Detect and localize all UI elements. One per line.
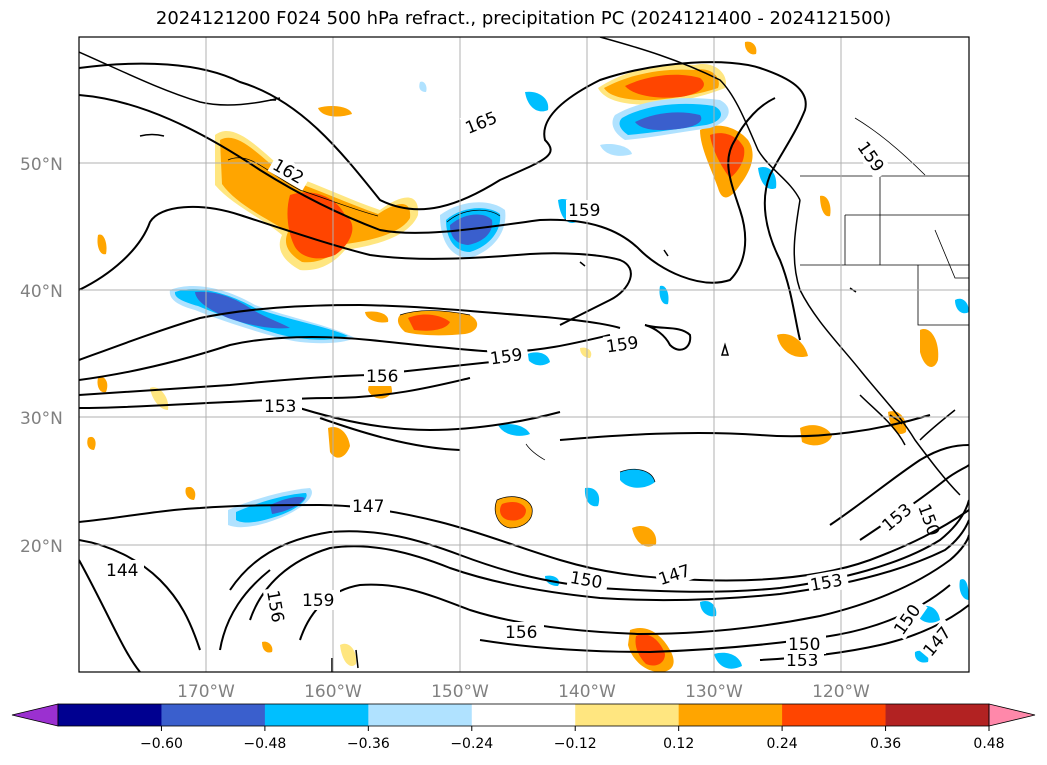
colorbar-swatch <box>264 704 369 726</box>
lon-label: 160°W <box>304 682 362 702</box>
contour-label: 144 <box>106 561 138 581</box>
colorbar-swatch <box>885 704 990 726</box>
colorbar-tick-label: −0.36 <box>347 736 390 752</box>
colorbar-swatch <box>471 704 576 726</box>
contour-label-group: 165 162 159 159 159 159 156 156 156 153 … <box>104 103 959 671</box>
colorbar-swatch <box>782 704 887 726</box>
lon-label: 140°W <box>558 682 616 702</box>
contour-label: 150 <box>788 635 820 655</box>
colorbar-swatch <box>575 704 680 726</box>
map-frame <box>78 36 970 673</box>
colorbar-extend-high <box>988 703 1036 727</box>
contour-lines <box>79 61 969 672</box>
lat-label: 20°N <box>20 537 63 557</box>
precip-positive-areas <box>87 41 939 672</box>
contour-label: 159 <box>605 333 640 357</box>
colorbar-tick-label: −0.48 <box>243 736 286 752</box>
contour-label: 153 <box>264 397 296 417</box>
lat-label: 30°N <box>20 409 63 429</box>
precip-outlines <box>227 157 656 529</box>
colorbar-tick-label: 0.12 <box>663 736 694 752</box>
lon-label: 120°W <box>812 682 870 702</box>
colorbar-swatch <box>368 704 473 726</box>
precip-negative-areas <box>169 81 969 669</box>
colorbar-tick-label: 0.36 <box>870 736 901 752</box>
contour-label: 153 <box>786 651 818 671</box>
colorbar-extend-low <box>11 703 59 727</box>
gridlines <box>79 37 969 672</box>
colorbar: −0.60 −0.48 −0.36 −0.24 −0.12 0.12 0.24 0.36 0.4… <box>11 703 1036 752</box>
colorbar-tick-label: −0.60 <box>140 736 183 752</box>
colorbar-tick-label: 0.48 <box>973 736 1004 752</box>
lon-label: 150°W <box>431 682 489 702</box>
colorbar-outline <box>57 703 990 727</box>
lon-label: 130°W <box>685 682 743 702</box>
coastlines <box>79 37 961 672</box>
contour-label: 147 <box>352 497 384 517</box>
contour-label: 156 <box>505 623 537 643</box>
colorbar-swatch <box>58 704 162 726</box>
latitude-labels: 50°N 40°N 30°N 20°N <box>20 155 63 557</box>
map-title: 2024121200 F024 500 hPa refract., precip… <box>155 8 892 29</box>
colorbar-swatch <box>161 704 266 726</box>
colorbar-swatch <box>678 704 783 726</box>
political-borders <box>800 117 969 326</box>
contour-label: 159 <box>568 201 600 221</box>
contour-label: 159 <box>489 345 524 369</box>
contour-label: 159 <box>302 591 334 611</box>
lat-label: 40°N <box>20 282 63 302</box>
colorbar-tick-label: 0.24 <box>767 736 798 752</box>
contour-label: 156 <box>366 367 398 387</box>
colorbar-tick-label: −0.12 <box>554 736 597 752</box>
lat-label: 50°N <box>20 155 63 175</box>
longitude-labels: 170°W 160°W 150°W 140°W 130°W 120°W <box>177 682 870 702</box>
colorbar-tick-label: −0.24 <box>450 736 493 752</box>
lon-label: 170°W <box>177 682 235 702</box>
